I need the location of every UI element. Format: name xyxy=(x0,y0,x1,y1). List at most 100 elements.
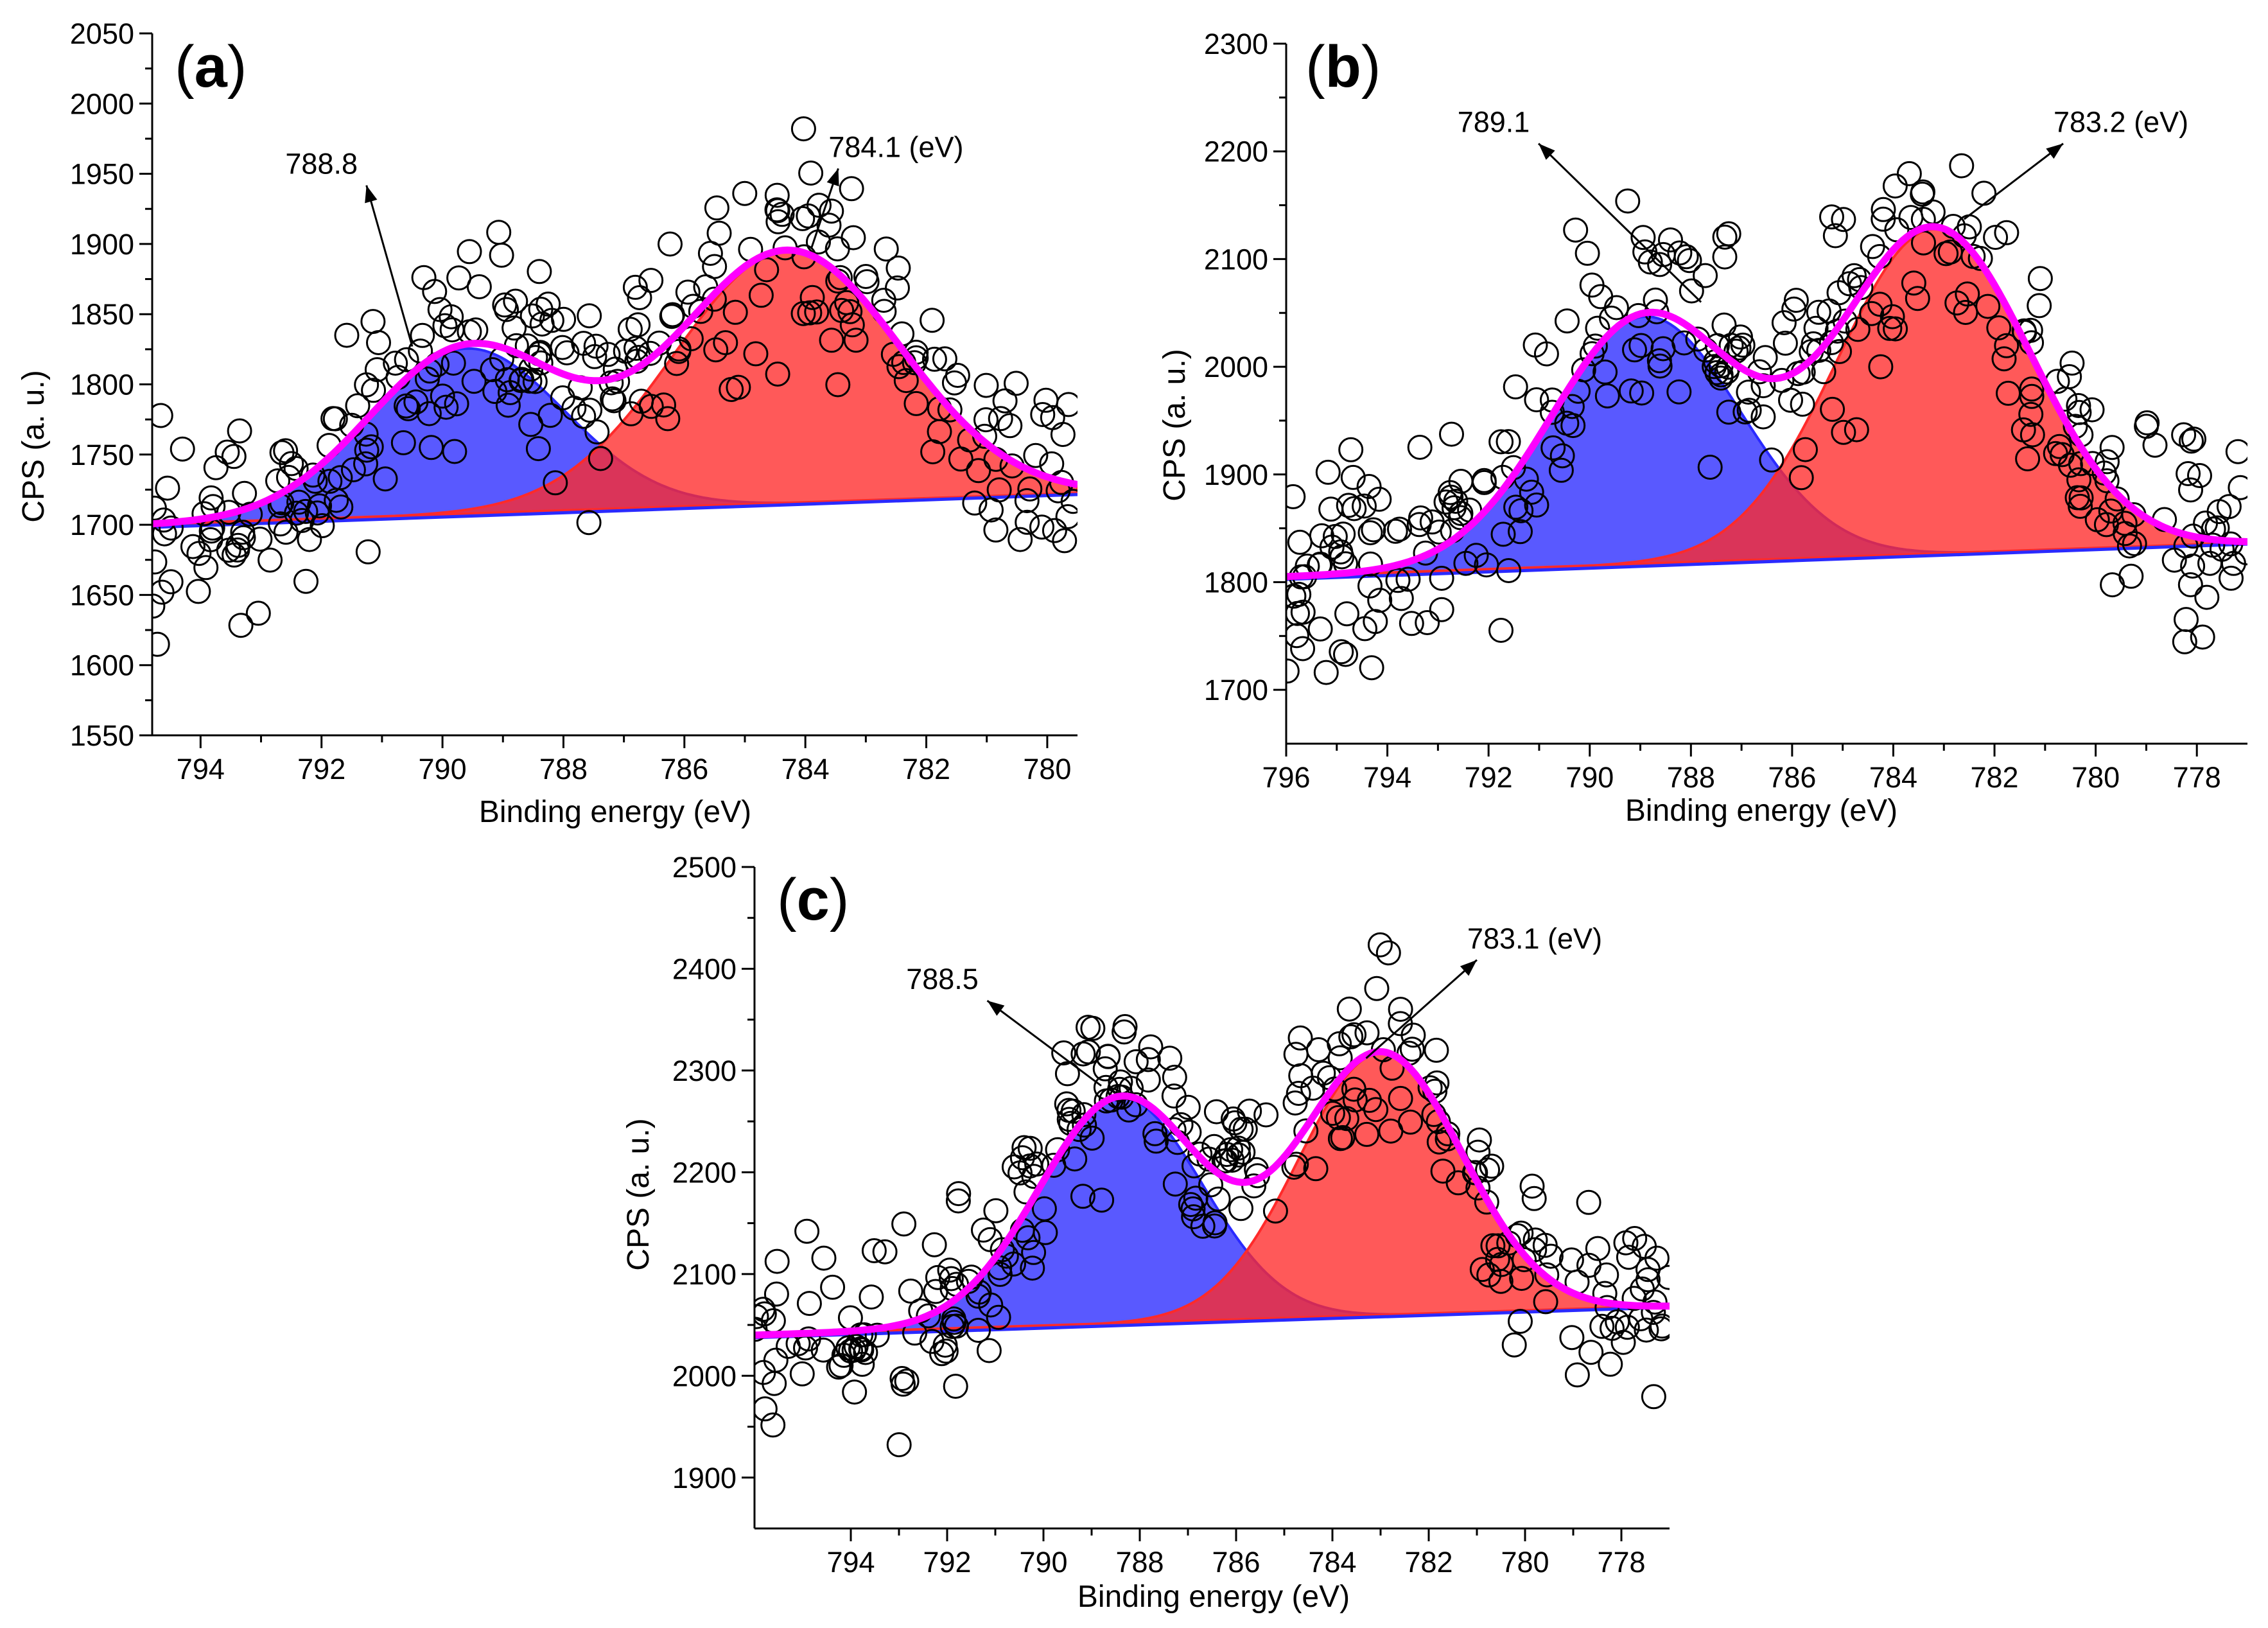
x-tick-label: 786 xyxy=(1212,1546,1260,1579)
data-point xyxy=(1859,301,1885,326)
panel-a: 794 792 790 788 786 784 782 780 1550 1600 1650 1700… xyxy=(17,17,1077,829)
data-point xyxy=(1055,504,1077,529)
data-point xyxy=(853,264,878,289)
data-point xyxy=(1490,521,1516,547)
data-point xyxy=(1960,243,1986,269)
data-point xyxy=(1008,1160,1033,1186)
data-point xyxy=(1015,509,1040,535)
data-point xyxy=(320,406,346,432)
data-point xyxy=(1730,332,1756,358)
y-tick-label: 2300 xyxy=(672,1055,737,1087)
data-point xyxy=(1637,249,1663,275)
data-point xyxy=(1996,380,2021,406)
data-point xyxy=(1836,271,1862,297)
data-point xyxy=(1811,359,1836,385)
data-point xyxy=(1772,330,1798,356)
data-point xyxy=(1641,1300,1666,1326)
data-point xyxy=(819,328,844,353)
data-point xyxy=(2178,477,2203,503)
data-point xyxy=(997,413,1023,439)
data-point xyxy=(1327,1126,1353,1151)
data-point xyxy=(889,1366,915,1391)
data-point xyxy=(1042,518,1067,543)
data-point xyxy=(2219,565,2244,591)
data-point xyxy=(2122,531,2147,556)
data-point xyxy=(394,347,419,372)
data-point xyxy=(284,500,310,526)
data-point xyxy=(1388,1085,1413,1111)
y-tick-label: 1650 xyxy=(70,579,134,611)
data-point xyxy=(1641,1384,1666,1410)
data-point xyxy=(1385,568,1411,593)
data-point xyxy=(946,1181,972,1207)
data-point xyxy=(1356,474,1382,499)
data-point xyxy=(480,357,505,383)
data-point xyxy=(748,283,774,308)
data-point xyxy=(1944,290,1970,316)
data-point xyxy=(416,401,442,426)
data-point xyxy=(1534,1262,1560,1288)
data-point xyxy=(1320,1101,1345,1126)
annotation-label: 789.1 xyxy=(1458,106,1530,139)
data-point xyxy=(1144,1128,1169,1154)
data-point xyxy=(1319,534,1345,560)
y-tick-label: 1900 xyxy=(1204,459,1268,491)
data-point xyxy=(1610,1329,1636,1355)
data-point xyxy=(1901,270,1926,296)
data-point xyxy=(755,1304,769,1329)
x-tick-label: 784 xyxy=(1308,1546,1356,1579)
data-point xyxy=(1287,529,1313,555)
data-point xyxy=(1479,1153,1505,1179)
annotation-label: 788.5 xyxy=(906,963,979,995)
data-point xyxy=(411,265,437,290)
panel-b-baseline-blue xyxy=(1286,542,2247,581)
data-point xyxy=(1419,509,1445,535)
y-tick-label: 2100 xyxy=(1204,243,1268,276)
data-point xyxy=(432,313,458,338)
data-point xyxy=(583,333,609,359)
data-point xyxy=(1361,517,1386,543)
data-point xyxy=(528,297,554,322)
data-point xyxy=(1508,519,1533,545)
data-point xyxy=(576,510,602,536)
data-point xyxy=(793,1335,818,1361)
data-point xyxy=(1827,338,1853,364)
data-point xyxy=(1831,419,1856,445)
data-point xyxy=(1340,464,1366,490)
data-point xyxy=(227,418,252,444)
data-point xyxy=(1788,465,1814,491)
data-point xyxy=(1522,1227,1548,1253)
panel-b-envelope-fit xyxy=(1286,223,2247,581)
data-point xyxy=(755,1396,778,1422)
data-point xyxy=(1092,1056,1118,1081)
data-point xyxy=(1040,405,1065,430)
data-point xyxy=(273,520,299,545)
data-point xyxy=(1008,527,1033,552)
data-point xyxy=(1594,383,1620,408)
data-point xyxy=(1555,308,1580,334)
data-point xyxy=(1576,1189,1601,1215)
data-point xyxy=(755,1360,776,1385)
data-point xyxy=(825,372,851,398)
data-point xyxy=(1070,1184,1095,1209)
data-point xyxy=(1994,333,2019,358)
annotation-arrow xyxy=(365,185,414,347)
x-tick-label: 782 xyxy=(1404,1546,1452,1579)
data-point xyxy=(1790,391,1815,417)
data-point xyxy=(617,317,643,342)
data-point xyxy=(600,386,625,412)
data-point xyxy=(1667,240,1693,266)
data-point xyxy=(1352,616,1377,642)
data-point xyxy=(839,312,865,338)
data-point xyxy=(2200,532,2226,558)
y-tick-label: 1600 xyxy=(70,649,134,682)
data-point xyxy=(790,116,816,142)
data-point xyxy=(1636,1267,1661,1293)
data-point xyxy=(903,390,929,416)
data-point xyxy=(1313,660,1339,685)
data-point xyxy=(1793,437,1818,462)
annotation-arrowhead xyxy=(987,1001,1005,1016)
panel-b-plot-area xyxy=(1286,153,2247,685)
data-point xyxy=(517,368,543,394)
data-point xyxy=(873,236,899,262)
